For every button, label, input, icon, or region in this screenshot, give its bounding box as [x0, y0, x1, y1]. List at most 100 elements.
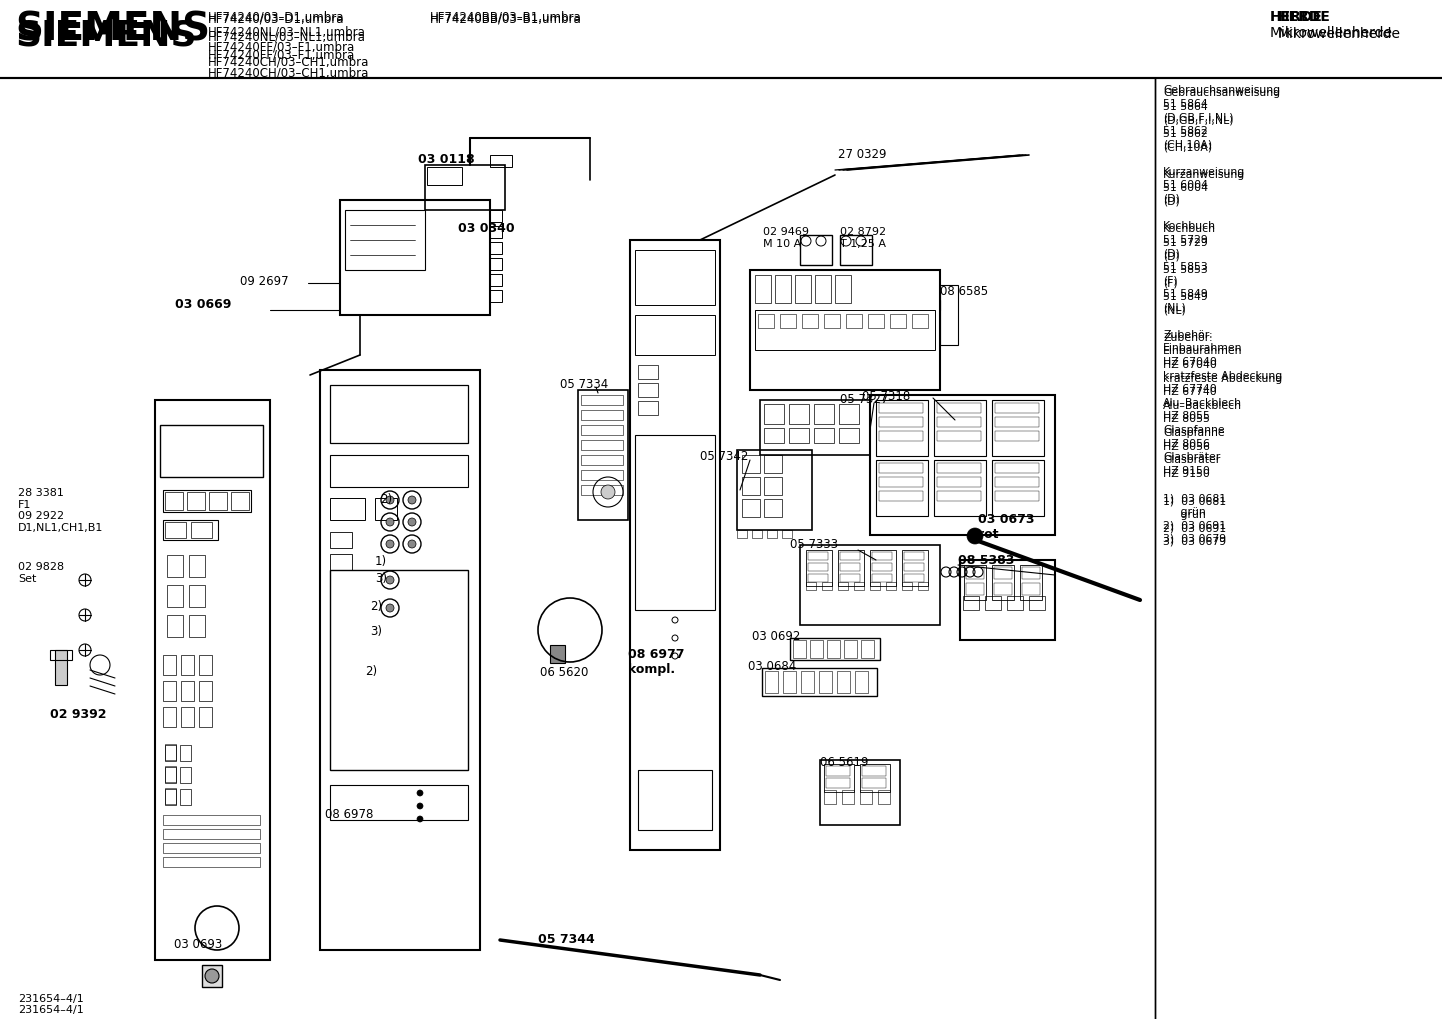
Bar [790, 638, 880, 660]
Circle shape [408, 496, 415, 504]
Text: SIEMENS: SIEMENS [14, 10, 211, 48]
Bar [202, 965, 222, 987]
Text: 231654–4/1: 231654–4/1 [17, 994, 84, 1004]
Bar [994, 567, 1012, 579]
Bar [743, 455, 760, 473]
Bar [490, 210, 502, 222]
Bar [490, 242, 502, 254]
Bar [823, 790, 836, 804]
Circle shape [408, 518, 415, 526]
Bar [189, 585, 205, 607]
Circle shape [386, 604, 394, 612]
Bar [1030, 596, 1045, 610]
Bar [581, 425, 623, 435]
Bar [835, 275, 851, 303]
Bar [813, 428, 833, 443]
Bar [199, 707, 212, 727]
Bar [164, 492, 183, 510]
Bar [841, 574, 859, 582]
Bar [743, 477, 760, 495]
Circle shape [386, 540, 394, 548]
Bar [841, 552, 859, 560]
Bar [842, 790, 854, 804]
Bar [634, 435, 715, 610]
Text: 06 5619: 06 5619 [820, 756, 868, 769]
Circle shape [386, 518, 394, 526]
Bar [872, 552, 893, 560]
Bar [789, 404, 809, 424]
Text: 03 0693: 03 0693 [174, 938, 222, 951]
Bar [839, 428, 859, 443]
Bar [859, 764, 890, 792]
Bar [904, 574, 924, 582]
Bar [839, 404, 859, 424]
Text: 05 7342: 05 7342 [699, 450, 748, 463]
Text: 08 6978: 08 6978 [324, 808, 373, 821]
Bar [764, 477, 782, 495]
Bar [841, 235, 872, 265]
Circle shape [601, 485, 614, 499]
Bar [937, 417, 981, 427]
Bar [808, 574, 828, 582]
Bar [903, 582, 911, 590]
Bar [163, 655, 176, 675]
Bar [780, 314, 796, 328]
Bar [880, 403, 923, 413]
Bar [822, 582, 832, 590]
Bar [630, 240, 720, 850]
Bar [995, 477, 1040, 487]
Bar [1022, 583, 1040, 595]
Bar [581, 455, 623, 465]
Text: 03 0684: 03 0684 [748, 660, 796, 673]
Bar [180, 789, 190, 805]
Bar [862, 777, 885, 788]
Bar [1019, 565, 1043, 600]
Text: 2): 2) [381, 493, 392, 506]
Text: 06 5620: 06 5620 [539, 666, 588, 679]
Bar [859, 790, 872, 804]
Bar [868, 314, 884, 328]
Bar [992, 565, 1014, 600]
Bar [490, 258, 502, 270]
Bar [872, 564, 893, 571]
Bar [934, 460, 986, 516]
Text: 28 3381
F1
09 2922
D1,NL1,CH1,B1: 28 3381 F1 09 2922 D1,NL1,CH1,B1 [17, 488, 104, 533]
Bar [875, 400, 929, 455]
Bar [634, 315, 715, 355]
Bar [330, 554, 352, 570]
Bar [167, 555, 183, 577]
Bar [937, 463, 981, 473]
Text: 05 7344: 05 7344 [538, 933, 594, 946]
Bar [795, 275, 810, 303]
Bar [767, 530, 777, 538]
Bar [870, 395, 1056, 535]
Bar [330, 498, 365, 520]
Text: 08 6585: 08 6585 [940, 285, 988, 298]
Bar [164, 744, 176, 760]
Bar [890, 314, 906, 328]
Bar [189, 555, 205, 577]
Bar [875, 460, 929, 516]
Bar [806, 550, 832, 586]
Bar [330, 785, 469, 820]
Circle shape [205, 969, 219, 983]
Bar [880, 477, 923, 487]
Bar [861, 640, 874, 658]
Bar [55, 650, 66, 685]
Text: 02 9469
M 10 A: 02 9469 M 10 A [763, 227, 809, 249]
Circle shape [417, 803, 423, 809]
Bar [737, 450, 812, 530]
Bar [163, 857, 260, 867]
Text: 2): 2) [371, 600, 382, 613]
Text: 02 9828
Set: 02 9828 Set [17, 562, 63, 584]
Bar [637, 401, 658, 415]
Bar [163, 829, 260, 839]
Bar [164, 788, 176, 804]
Bar [985, 596, 1001, 610]
Bar [189, 615, 205, 637]
Bar [581, 485, 623, 495]
Circle shape [386, 576, 394, 584]
Bar [960, 560, 1056, 640]
Bar [880, 431, 923, 441]
Text: Gebrauchsanweisung
51 5864
(D,GB,F,I,NL)
51 5862
(CH,10A)

Kurzanweisung
51 6004: Gebrauchsanweisung 51 5864 (D,GB,F,I,NL)… [1164, 88, 1282, 547]
